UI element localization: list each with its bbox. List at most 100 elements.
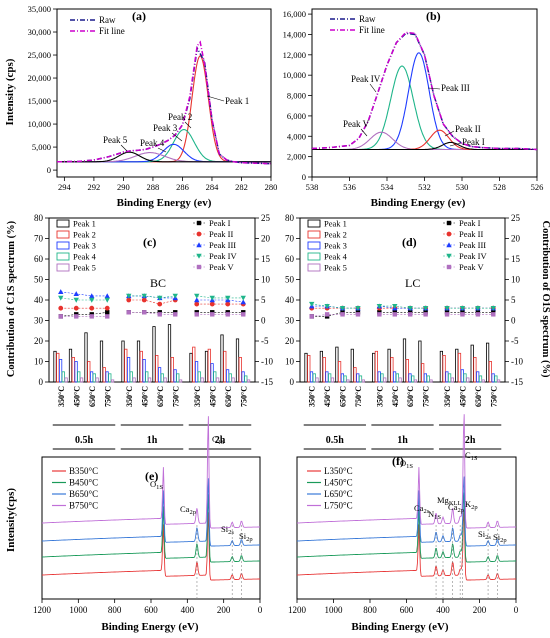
bar-peak-1 [136,340,141,383]
y-tick-label: 10,000 [28,119,51,129]
bar-peak-2 [457,352,462,383]
point-peak-iii [89,293,95,299]
bar-peak-4 [145,371,149,383]
bar-peak-2 [390,356,394,383]
bar-peak-1 [335,346,339,383]
bar-peak-2 [442,354,446,383]
point-peak-v [340,312,345,317]
point-peak-iv [392,303,398,309]
point-peak-iv [104,297,110,303]
point-peak-ii [209,301,215,307]
bar-peak-3 [225,369,230,383]
peak-annotation-subscript: 1S [406,463,413,470]
peak-label-I-leader [449,142,462,147]
bar-peak-5 [246,379,251,383]
point-peak-v [74,314,79,319]
bar-peak-4 [77,371,81,383]
point-peak-iv [444,306,450,311]
bar-peak-4 [426,375,430,383]
bar-peak-2 [421,363,425,383]
bar-peak-2 [192,346,196,383]
bar-peak-5 [466,377,470,383]
peak-label-III: Peak III [441,83,470,93]
category-tick-label: 350°C [193,386,202,407]
panel-d-ylabel: Contribution of O1S spectrum (%) [540,221,550,378]
panel-a: 294 292 290 288 286 284 282 280 0 5,000 10,000 15,0… [4,4,277,209]
point-peak-v [309,314,314,319]
bar-peak-2 [87,361,91,383]
y-right-tick-label: 10 [261,275,271,285]
bar-peak-5 [178,379,183,383]
y-tick-label: 20,000 [28,73,51,83]
survey-b750-c [42,416,260,529]
bar-peak-4 [61,371,65,383]
series-fit-line [56,40,272,165]
point-peak-v [194,312,199,317]
bar-peak-2 [322,356,326,383]
x-tick-label: 800 [363,605,377,615]
peak-label-IV: Peak IV [351,74,381,84]
y-tick-label: 4,000 [287,131,306,141]
bar-peak-2 [353,367,357,383]
point-peak-v [475,312,481,317]
y-left-tick-label: 20 [285,336,295,346]
bar-peak-1 [68,348,73,383]
category-tick-label: 650°C [474,386,483,407]
point-peak-v [105,314,110,319]
category-tick-label: 650°C [339,386,348,407]
point-peak-v [460,312,465,317]
y-tick-label: 10,000 [283,70,306,80]
category-tick-label: 450°C [323,386,332,407]
point-peak-iv [422,306,429,311]
y-right-tick-label: 0 [511,316,516,326]
peak-label-4-leader [157,147,167,153]
point-peak-ii [141,297,147,303]
peak-annotation-subscript: KLL [449,500,462,507]
legend-point-marker [196,253,202,259]
peak-annotation-subscript: 2s [485,534,491,541]
legend-bar-label: Peak 4 [324,252,348,262]
survey-b650-c [42,478,260,547]
x-tick-label: 530 [456,182,469,192]
bar-peak-2 [374,350,379,383]
point-peak-iv [126,293,132,299]
y-tick-label: 12,000 [283,50,306,60]
panel-e-xlabel: Binding Energy (eV) [101,621,199,633]
bar-peak-5 [413,379,418,383]
bar-peak-5 [330,377,335,383]
bar-peak-3 [142,358,146,383]
bar-peak-1 [167,324,172,383]
bar-peak-5 [361,379,365,383]
bar-peak-1 [372,352,376,383]
category-tick-label: 350°C [443,386,452,407]
legend-bar-swatch [307,230,321,239]
bar-peak-1 [350,348,354,383]
legend-point-label: Peak V [459,262,484,272]
y-left-tick-label: 20 [34,336,44,346]
panel-d: 0 10 20 30 40 50 60 70 80 -15 -10 -5 0 5 10 15 20 25 350°C… [285,213,550,407]
y-left-tick-label: 70 [285,234,295,244]
panel-c-ylabel: Contribution of C1S spectrum (%) [6,220,17,377]
point-peak-v [157,312,162,317]
legend-point-marker [446,242,452,248]
panel-b-legend: Raw Fit line [330,14,385,35]
panel-c: 0 10 20 30 40 50 60 70 80 -15 -10 -5 0 5 10 15 20 25 350°C… [6,213,273,407]
point-peak-v [225,312,230,317]
legend-point-label: Peak IV [209,251,237,261]
y-tick-label: 8,000 [287,91,306,101]
panel-a-ylabel: Intensity (cps) [4,58,16,125]
point-peak-iv [58,295,64,301]
legend-point-marker [446,231,452,237]
bar-peak-4 [176,373,180,383]
bar-peak-3 [460,369,464,383]
point-peak-i [105,310,110,315]
x-tick-label: 292 [88,182,101,192]
legend-point-marker [196,220,202,226]
panel-a-peak-labels: Peak 1 Peak 2 Peak 3 Peak 4 Peak 5 [103,95,249,153]
category-tick-label: 450°C [391,386,400,407]
x-tick-label: 0 [514,605,519,615]
survey-l750-c [297,414,516,529]
